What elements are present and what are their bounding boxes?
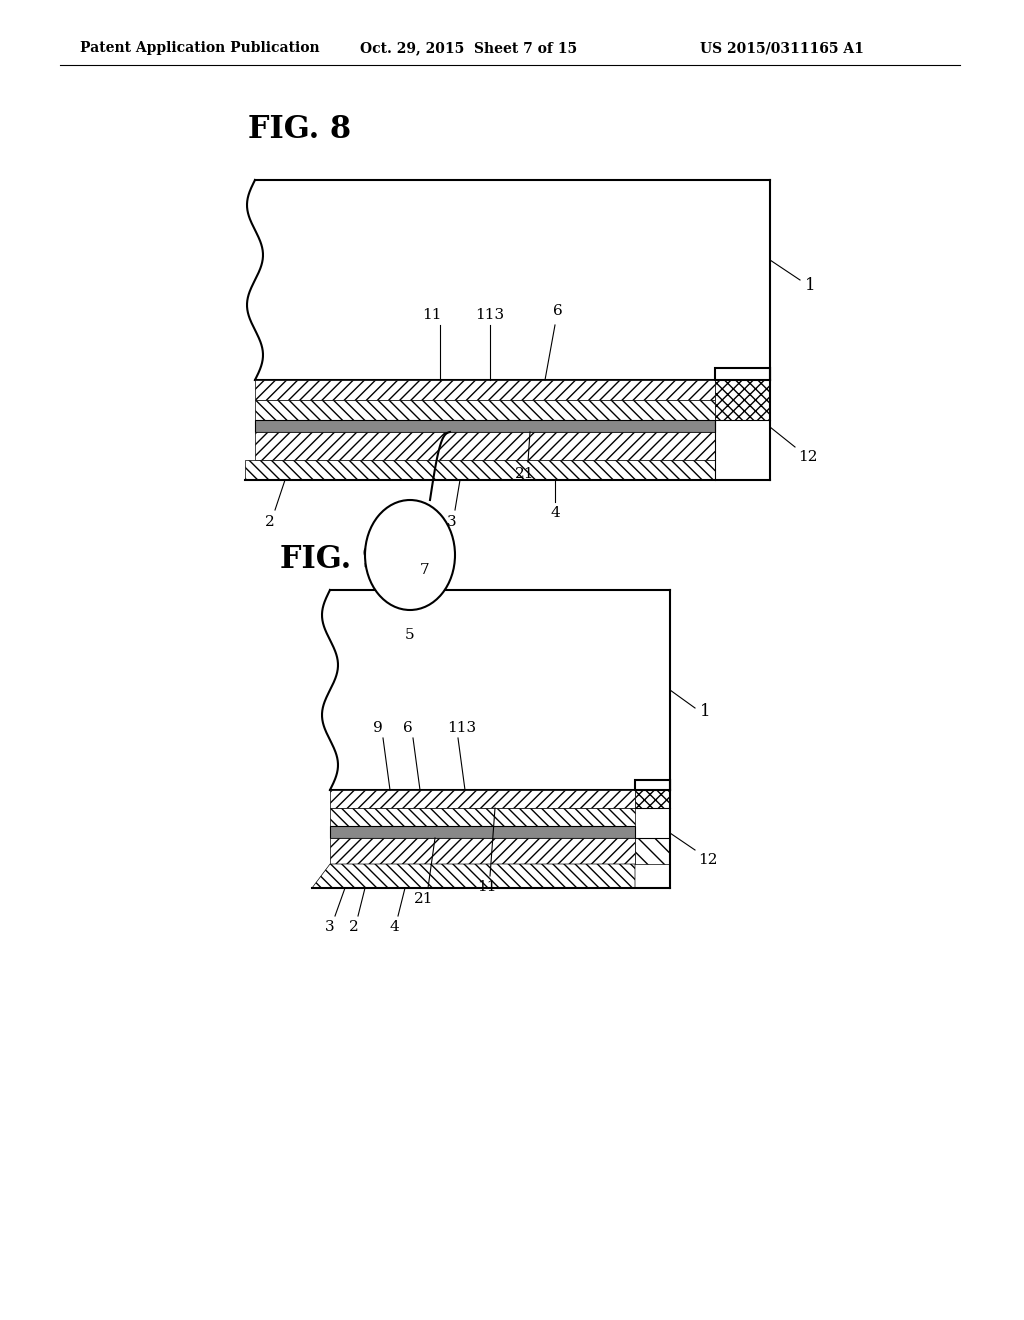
Text: US 2015/0311165 A1: US 2015/0311165 A1	[700, 41, 864, 55]
Text: 11: 11	[422, 308, 441, 322]
Bar	[330, 789, 635, 808]
Text: FIG. 8: FIG. 8	[248, 115, 351, 145]
Text: 7: 7	[420, 564, 430, 577]
Polygon shape	[312, 865, 635, 888]
Bar	[635, 838, 670, 865]
Ellipse shape	[365, 500, 455, 610]
Bar	[715, 368, 770, 420]
Bar	[330, 838, 635, 865]
Bar	[715, 368, 770, 380]
Text: 3: 3	[326, 920, 335, 935]
Text: 4: 4	[550, 506, 560, 520]
Text: 1: 1	[805, 276, 816, 293]
Text: 21: 21	[415, 892, 434, 906]
Text: 1: 1	[700, 704, 711, 721]
Bar	[330, 826, 635, 838]
Text: 3: 3	[447, 515, 457, 529]
Text: 5: 5	[406, 628, 415, 642]
Text: 12: 12	[798, 450, 817, 465]
Text: 2: 2	[265, 515, 274, 529]
Bar	[245, 459, 715, 480]
Bar	[330, 590, 670, 789]
Text: 6: 6	[553, 304, 563, 318]
Text: 113: 113	[475, 308, 505, 322]
Bar	[330, 808, 635, 826]
Text: 12: 12	[698, 853, 718, 867]
Bar	[635, 780, 670, 808]
Text: 11: 11	[477, 880, 497, 894]
Bar	[255, 180, 770, 380]
Text: 9: 9	[373, 721, 383, 735]
Text: Patent Application Publication: Patent Application Publication	[80, 41, 319, 55]
Text: FIG. 9: FIG. 9	[280, 544, 383, 576]
Text: 113: 113	[447, 721, 476, 735]
Bar	[255, 420, 715, 432]
Bar	[255, 380, 715, 400]
Bar	[635, 780, 670, 789]
Bar	[255, 432, 715, 459]
Text: 6: 6	[403, 721, 413, 735]
Text: 4: 4	[389, 920, 399, 935]
Text: Oct. 29, 2015  Sheet 7 of 15: Oct. 29, 2015 Sheet 7 of 15	[360, 41, 578, 55]
Text: 2: 2	[349, 920, 358, 935]
Bar	[255, 400, 715, 420]
Text: 21: 21	[515, 467, 535, 480]
